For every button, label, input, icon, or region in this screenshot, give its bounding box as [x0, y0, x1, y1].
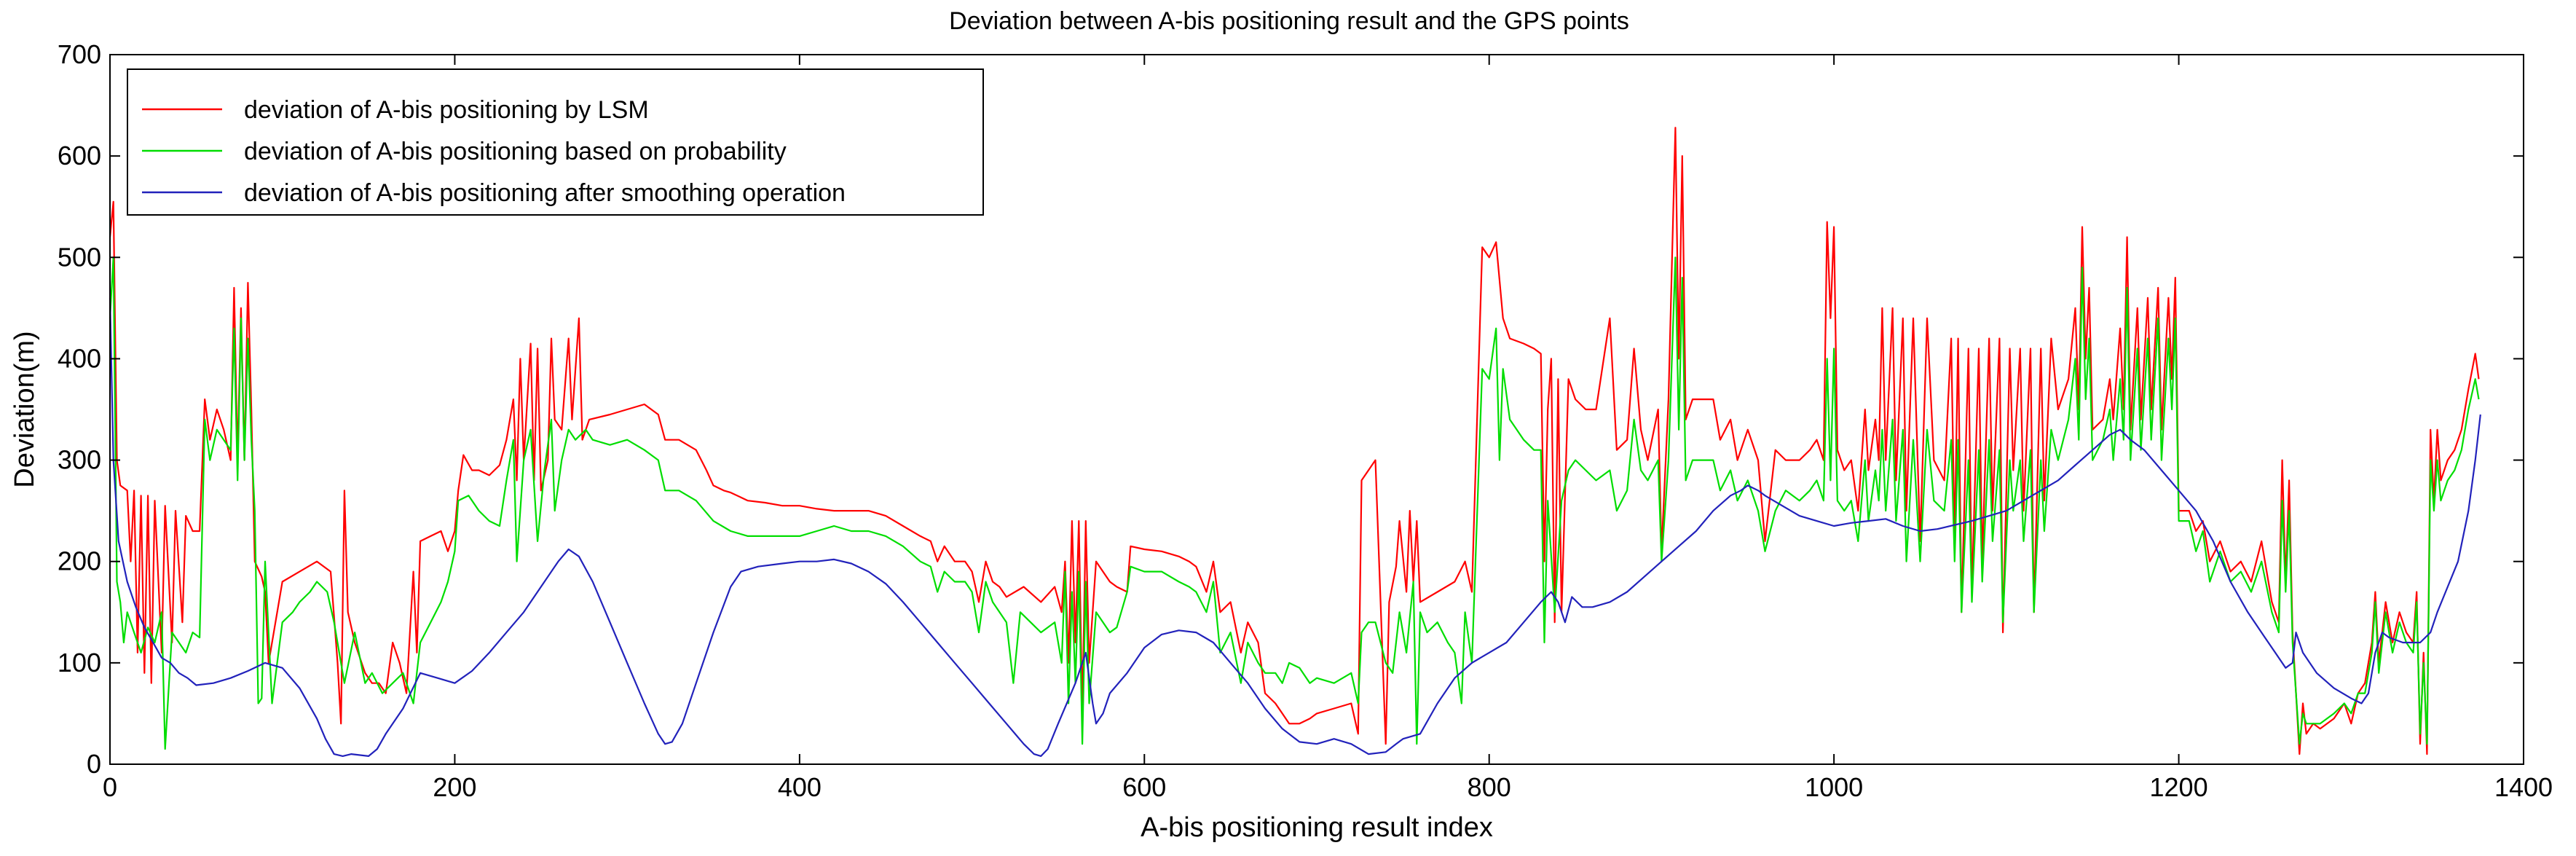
y-tick-label: 500 [58, 242, 101, 272]
legend-label-3: deviation of A-bis positioning after smo… [244, 179, 846, 207]
x-axis-label: A-bis positioning result index [1141, 812, 1493, 843]
y-tick-label: 400 [58, 343, 101, 373]
x-tick-label: 1000 [1805, 772, 1863, 802]
x-tick-label: 1200 [2150, 772, 2208, 802]
plot-frame [109, 54, 2524, 765]
x-tick-label: 400 [778, 772, 822, 802]
x-tick-label: 200 [433, 772, 476, 802]
legend: deviation of A-bis positioning by LSM dev… [127, 68, 984, 216]
legend-label-2: deviation of A-bis positioning based on … [244, 138, 787, 165]
y-tick-label: 100 [58, 648, 101, 678]
series-line-3 [109, 297, 2481, 757]
plot-lines [109, 127, 2481, 757]
y-tick-label: 200 [58, 546, 101, 576]
y-tick-label: 0 [87, 749, 101, 779]
x-tick-label: 800 [1468, 772, 1511, 802]
y-axis-ticks: 0 100 200 300 400 500 600 700 [58, 39, 2524, 779]
legend-entries: deviation of A-bis positioning by LSM dev… [142, 96, 846, 207]
y-tick-label: 300 [58, 445, 101, 475]
x-tick-label: 1400 [2494, 772, 2553, 802]
y-tick-label: 600 [58, 141, 101, 170]
legend-box [127, 68, 984, 216]
x-axis-ticks: 0 200 400 600 800 1000 1200 1400 [103, 55, 2553, 802]
legend-label-1: deviation of A-bis positioning by LSM [244, 96, 649, 124]
series-line-1 [109, 127, 2480, 755]
y-tick-label: 700 [58, 39, 101, 69]
chart-title: Deviation between A-bis positioning resu… [949, 7, 1629, 35]
y-axis-label: Deviation(m) [9, 331, 40, 487]
series-line-2 [109, 256, 2480, 750]
x-tick-label: 600 [1122, 772, 1166, 802]
x-tick-label: 0 [103, 772, 117, 802]
